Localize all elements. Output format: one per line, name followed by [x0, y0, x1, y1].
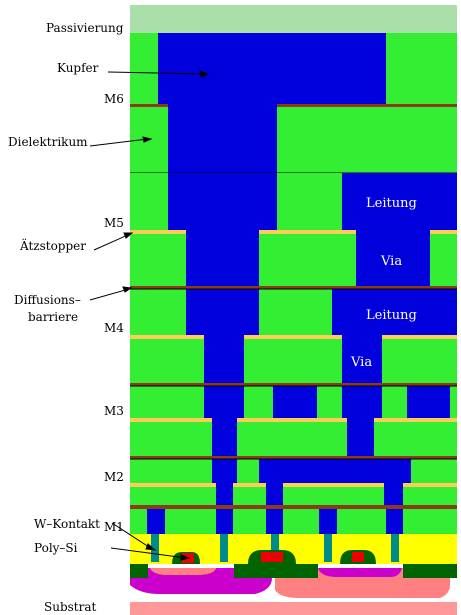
w-contact	[220, 534, 228, 562]
passivation-layer	[130, 5, 457, 33]
label-diffusion-barrier-1: Diffusions–	[14, 293, 81, 307]
label-m1: M1	[104, 520, 124, 534]
label-poly-si: Poly–Si	[34, 541, 78, 555]
label-dielectric: Dielektrikum	[8, 135, 88, 149]
label-diffusion-barrier-2: barriere	[28, 310, 78, 324]
w-contact	[271, 534, 279, 552]
m3-layer	[130, 386, 457, 459]
label-copper: Kupfer	[57, 61, 99, 75]
label-passivation: Passivierung	[46, 21, 124, 35]
label-substrate: Substrat	[44, 600, 97, 614]
w-contact	[324, 534, 332, 562]
m1-layer	[130, 509, 457, 534]
m4-layer	[130, 289, 457, 386]
m2-layer	[130, 459, 457, 509]
substrate-layer	[130, 602, 457, 615]
substrate-region	[130, 550, 457, 615]
label-m4: M4	[104, 321, 124, 335]
label-m6: M6	[104, 92, 124, 106]
label-via-lower: Via	[350, 355, 372, 370]
level-lines	[130, 288, 457, 460]
label-m5: M5	[104, 216, 124, 230]
label-line-upper: Leitung	[366, 196, 417, 211]
w-contact	[391, 534, 399, 562]
label-line-lower: Leitung	[366, 308, 417, 323]
label-via-upper: Via	[380, 254, 402, 269]
label-m3: M3	[104, 404, 124, 418]
pointer-lines	[89, 70, 210, 561]
label-etch-stop: Ätzstopper	[19, 237, 86, 253]
w-contact	[151, 534, 159, 562]
m6-layer	[130, 33, 457, 174]
m5-layer	[130, 173, 457, 289]
label-w-contact: W–Kontakt	[34, 517, 100, 531]
label-m2: M2	[104, 470, 124, 484]
